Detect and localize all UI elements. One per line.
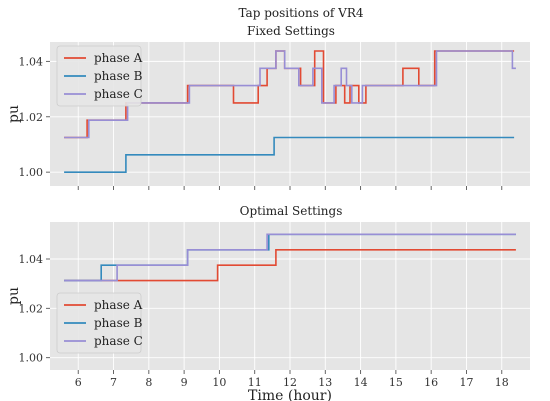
y-axis-label: pu bbox=[6, 105, 22, 123]
x-tick-label: 17 bbox=[459, 376, 473, 389]
x-tick-label: 9 bbox=[181, 376, 188, 389]
legend-label: phase B bbox=[94, 316, 143, 330]
x-tick-label: 15 bbox=[389, 376, 403, 389]
subplot-title: Fixed Settings bbox=[247, 24, 335, 38]
series-line-phase-c bbox=[64, 50, 516, 139]
legend: phase A phase B phase C bbox=[56, 292, 143, 354]
legend-box bbox=[56, 292, 142, 354]
y-tick-label: 1.02 bbox=[19, 302, 44, 315]
x-tick-label: 18 bbox=[495, 376, 509, 389]
x-tick-label: 13 bbox=[318, 376, 332, 389]
y-tick-label: 1.00 bbox=[19, 166, 44, 179]
legend-label: phase A bbox=[94, 51, 143, 65]
y-tick-label: 1.00 bbox=[19, 352, 44, 365]
x-tick-label: 7 bbox=[110, 376, 117, 389]
y-tick-label: 1.02 bbox=[19, 111, 44, 124]
legend-label: phase B bbox=[94, 69, 143, 83]
subplot-title: Optimal Settings bbox=[240, 204, 343, 218]
legend-label: phase C bbox=[94, 87, 143, 101]
x-tick-label: 14 bbox=[354, 376, 368, 389]
panel-optimal-settings: 6 7 8 9 10 11 12 13 14 15 16 17 18 1.00 1.02 1.04 Optima… bbox=[6, 204, 530, 401]
legend-label: phase A bbox=[94, 298, 143, 312]
x-tick-label: 6 bbox=[75, 376, 82, 389]
x-tick-label: 11 bbox=[248, 376, 262, 389]
legend-box bbox=[56, 45, 142, 107]
series-line-phase-b bbox=[64, 136, 515, 173]
x-tick-label: 16 bbox=[424, 376, 438, 389]
x-tick-label: 10 bbox=[212, 376, 226, 389]
x-tick-label: 12 bbox=[283, 376, 297, 389]
series-line-phase-c bbox=[64, 233, 516, 282]
y-tick-label: 1.04 bbox=[19, 55, 44, 68]
legend: phase A phase B phase C bbox=[56, 45, 143, 107]
y-axis-label: pu bbox=[6, 287, 22, 305]
y-tick-label: 1.04 bbox=[19, 253, 44, 266]
legend-label: phase C bbox=[94, 334, 143, 348]
x-tick-label: 8 bbox=[145, 376, 152, 389]
figure-title: Tap positions of VR4 bbox=[238, 6, 363, 20]
x-axis-label: Time (hour) bbox=[248, 388, 332, 401]
